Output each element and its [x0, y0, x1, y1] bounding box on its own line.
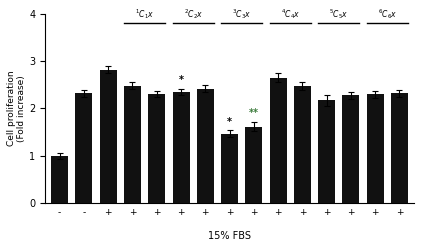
Text: *: *	[179, 75, 184, 85]
Bar	[148, 94, 165, 203]
Bar	[75, 93, 93, 203]
Text: $^{2}C_{2}x$: $^{2}C_{2}x$	[184, 7, 203, 21]
Bar	[245, 126, 262, 203]
Bar	[294, 86, 311, 203]
Text: $^{3}C_{3}x$: $^{3}C_{3}x$	[232, 7, 251, 21]
Y-axis label: Cell proliferation
(Fold increase): Cell proliferation (Fold increase)	[7, 71, 27, 146]
Bar	[391, 93, 408, 203]
Bar	[221, 134, 238, 203]
X-axis label: 15% FBS: 15% FBS	[208, 231, 251, 241]
Bar	[197, 89, 214, 203]
Bar	[124, 86, 141, 203]
Bar	[173, 92, 189, 203]
Bar	[51, 156, 68, 203]
Text: $^{4}C_{4}x$: $^{4}C_{4}x$	[281, 7, 300, 21]
Bar	[342, 95, 360, 203]
Bar	[367, 94, 384, 203]
Text: *: *	[227, 117, 232, 126]
Text: $^{5}C_{5}x$: $^{5}C_{5}x$	[329, 7, 349, 21]
Text: **: **	[249, 108, 259, 119]
Bar	[269, 78, 287, 203]
Bar	[100, 70, 117, 203]
Text: $^{6}C_{6}x$: $^{6}C_{6}x$	[378, 7, 397, 21]
Bar	[318, 100, 335, 203]
Text: $^{1}C_{1}x$: $^{1}C_{1}x$	[135, 7, 154, 21]
